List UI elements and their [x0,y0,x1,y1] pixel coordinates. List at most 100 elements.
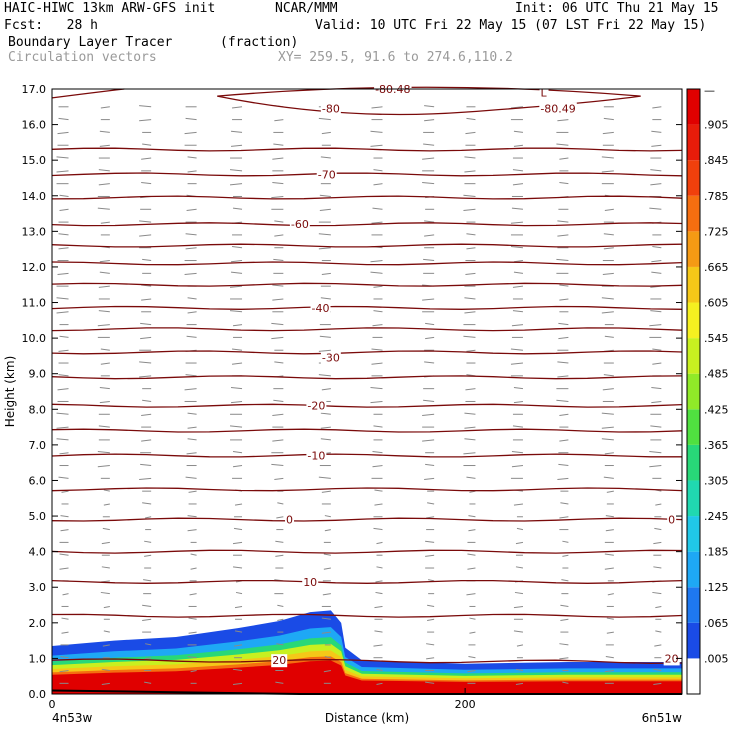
wind-vector [187,297,197,300]
wind-vector [57,272,69,276]
wind-vector [559,413,569,416]
isotherm-label-bg [663,652,680,666]
wind-vector [230,386,243,390]
wind-vector [373,644,383,647]
wind-vector [321,490,331,493]
wind-vector [558,336,569,340]
colorbar-label: .845 [704,154,729,167]
wind-vector [144,681,152,684]
wind-vector [101,566,110,569]
field-units: (fraction) [220,35,299,50]
wind-vector [277,604,284,607]
isotherm-line [51,403,683,408]
wind-vector [559,157,569,160]
wind-vector [515,566,524,569]
isotherm-label: -20 [307,400,325,413]
wind-vector [232,541,243,545]
wind-vector [603,374,614,377]
isotherm-label: -10 [307,450,325,463]
wind-vector [273,143,284,146]
wind-vector [423,143,435,146]
isotherm-label-bg [316,168,337,182]
wind-vector [190,670,197,673]
wind-vector [318,476,331,479]
colorbar-swatch [687,160,700,196]
wind-vector [232,451,243,454]
wind-vector [512,183,524,186]
wind-vector [274,119,284,122]
wind-vector [464,426,476,429]
wind-vector [60,656,69,659]
wind-vector [422,413,435,416]
wind-vector [422,439,435,442]
wind-vector [185,374,197,377]
wind-vector [605,529,614,532]
wind-vector [424,105,435,108]
isotherm-line [51,222,683,227]
wind-vector [61,631,69,634]
isotherm-label: 20 [665,652,679,665]
left-endpoint-label: 4n53w [52,711,93,725]
wind-vector [601,426,614,429]
isotherm-line [51,305,683,310]
wind-vector [272,298,284,301]
wind-vector [189,593,197,596]
wind-vector [184,131,197,135]
wind-vector [561,579,569,582]
wind-vector [271,195,284,199]
isotherm-line [51,613,683,618]
field-name: Boundary Layer Tracer [8,35,173,50]
wind-vector [655,630,662,633]
wind-vector [601,438,614,441]
wind-vector [142,143,152,146]
wind-vector [516,644,524,647]
wind-vector [514,591,524,595]
wind-vector [56,170,69,173]
wind-vector [99,130,110,133]
wind-vector [185,247,197,250]
isotherm-line [51,327,683,332]
wind-vector [423,258,435,262]
wind-vector [650,310,662,313]
wind-vector [602,388,614,391]
wind-vector [510,106,524,109]
right-endpoint-label: 6n51w [642,711,683,725]
wind-vector [100,106,110,109]
wind-vector [424,477,435,481]
wind-vector [323,553,331,556]
isotherm-line [51,147,683,152]
wind-vector [235,591,243,595]
wind-vector [605,656,614,659]
colorbar-label: .065 [704,617,729,630]
colorbar-swatch [687,480,700,517]
wind-vector [187,311,197,314]
wind-vector [140,322,152,326]
wind-vector [187,656,197,659]
wind-vector [229,285,243,288]
wind-vector [510,221,524,224]
wind-vector [99,260,110,263]
wind-vector [372,465,383,468]
forecast-hour: Fcst: 28 h [4,18,98,33]
wind-vector [139,119,152,122]
isotherm-line [51,375,683,380]
wind-vector [427,618,435,621]
wind-vector [141,157,152,160]
wind-vector [425,681,435,684]
isotherm-line [51,579,683,584]
wind-vector [604,208,614,211]
wind-vector [187,529,197,532]
wind-vector [272,439,284,442]
wind-vector [466,247,476,250]
wind-vector [649,451,662,454]
wind-vector [229,310,243,313]
wind-vector [557,220,569,223]
wind-vector [426,643,435,646]
wind-vector [56,311,69,314]
wind-vector [425,540,435,543]
isotherm-label: -80.49 [540,103,575,116]
wind-vector [184,388,197,391]
isotherm-line [51,453,682,458]
wind-vector [558,463,569,467]
wind-vector [323,567,331,570]
